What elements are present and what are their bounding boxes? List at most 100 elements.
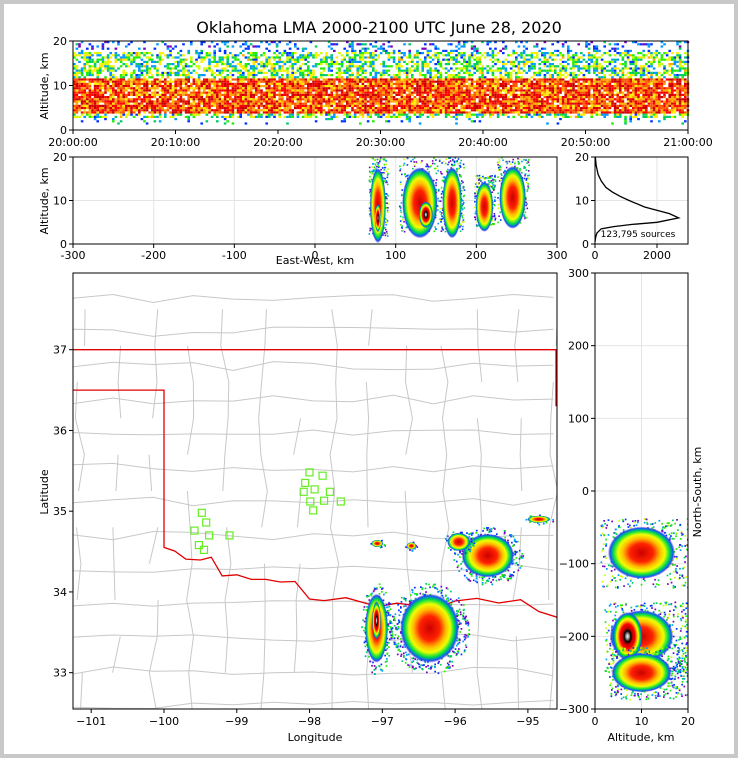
time-height-cell (203, 87, 206, 90)
time-height-cell (322, 67, 326, 70)
time-height-cell (270, 87, 274, 90)
time-height-cell (101, 58, 105, 61)
time-height-cell (582, 82, 586, 85)
time-height-cell (75, 96, 79, 99)
time-height-cell (122, 107, 125, 110)
time-height-cell (112, 102, 115, 105)
time-height-cell (470, 109, 474, 112)
time-height-cell (528, 107, 531, 110)
time-height-cell (288, 98, 292, 101)
time-height-cell (179, 74, 183, 77)
time-height-cell (411, 69, 414, 72)
time-height-cell (171, 113, 175, 116)
time-height-cell (335, 96, 339, 99)
time-height-cell (268, 109, 271, 112)
time-height-cell (179, 91, 183, 94)
time-height-cell (247, 93, 250, 96)
time-height-cell (533, 113, 536, 116)
time-height-cell (288, 54, 292, 57)
time-height-cell (197, 96, 201, 99)
time-height-cell (580, 60, 583, 63)
time-height-cell (307, 78, 310, 81)
time-height-cell (86, 52, 89, 55)
time-height-cell (265, 102, 268, 105)
time-height-cell (138, 80, 141, 83)
time-height-cell (104, 67, 107, 70)
time-height-cell (174, 89, 177, 92)
time-height-cell (530, 67, 534, 70)
time-height-cell (125, 104, 128, 107)
time-height-cell (96, 74, 99, 77)
time-height-cell (522, 56, 526, 59)
time-height-cell (109, 89, 112, 92)
time-height-cell (132, 93, 136, 96)
time-height-cell (275, 107, 279, 110)
time-height-cell (465, 60, 469, 63)
time-height-cell (145, 67, 149, 70)
time-height-cell (512, 91, 515, 94)
time-height-cell (387, 109, 391, 112)
time-height-cell (587, 65, 591, 68)
time-height-cell (520, 67, 523, 70)
time-height-cell (257, 111, 261, 114)
time-height-cell (494, 109, 497, 112)
time-height-cell (119, 113, 123, 116)
time-height-cell (413, 107, 417, 110)
time-height-cell (216, 120, 219, 123)
time-height-cell (270, 63, 274, 66)
time-height-cell (463, 82, 466, 85)
time-height-cell (197, 74, 201, 77)
time-height-cell (73, 93, 76, 96)
time-height-cell (197, 56, 201, 59)
time-height-cell (509, 100, 513, 103)
time-height-cell (494, 85, 497, 88)
time-height-cell (288, 115, 292, 118)
time-height-cell (236, 102, 240, 105)
time-height-cell (434, 85, 437, 88)
time-height-cell (460, 91, 463, 94)
time-height-cell (499, 78, 502, 81)
time-height-cell (452, 69, 456, 72)
time-height-cell (216, 93, 219, 96)
time-height-cell (145, 98, 149, 101)
time-height-cell (385, 96, 388, 99)
time-height-cell (559, 74, 562, 77)
time-height-cell (546, 65, 549, 68)
time-height-cell (411, 91, 414, 94)
time-height-cell (156, 67, 159, 70)
time-height-cell (122, 52, 125, 55)
time-height-cell (307, 82, 310, 85)
time-height-cell (177, 107, 180, 110)
time-height-cell (93, 109, 97, 112)
time-height-cell (125, 65, 128, 68)
time-height-cell (483, 102, 487, 105)
time-height-cell (330, 93, 333, 96)
time-height-cell (182, 100, 185, 103)
time-height-cell (374, 58, 378, 61)
time-height-cell (390, 104, 393, 107)
time-height-cell (213, 93, 216, 96)
time-height-cell (512, 80, 515, 83)
time-height-cell (252, 109, 255, 112)
time-height-cell (335, 60, 339, 63)
time-height-cell (158, 78, 162, 81)
time-height-cell (556, 76, 560, 79)
time-height-cell (252, 74, 255, 77)
time-height-cell (369, 115, 372, 118)
time-height-cell (421, 96, 424, 99)
time-height-cell (434, 45, 437, 48)
time-height-cell (187, 80, 190, 83)
time-height-cell (333, 63, 336, 66)
time-height-cell (153, 115, 157, 118)
time-height-cell (320, 71, 323, 74)
time-height-cell (210, 98, 214, 101)
time-height-cell (112, 76, 115, 79)
time-height-cell (88, 71, 92, 74)
time-height-cell (372, 65, 375, 68)
time-height-cell (156, 91, 159, 94)
time-height-cell (335, 71, 339, 74)
time-height-cell (486, 107, 489, 110)
time-height-cell (197, 78, 201, 81)
time-height-cell (398, 87, 401, 90)
time-height-cell (569, 93, 573, 96)
